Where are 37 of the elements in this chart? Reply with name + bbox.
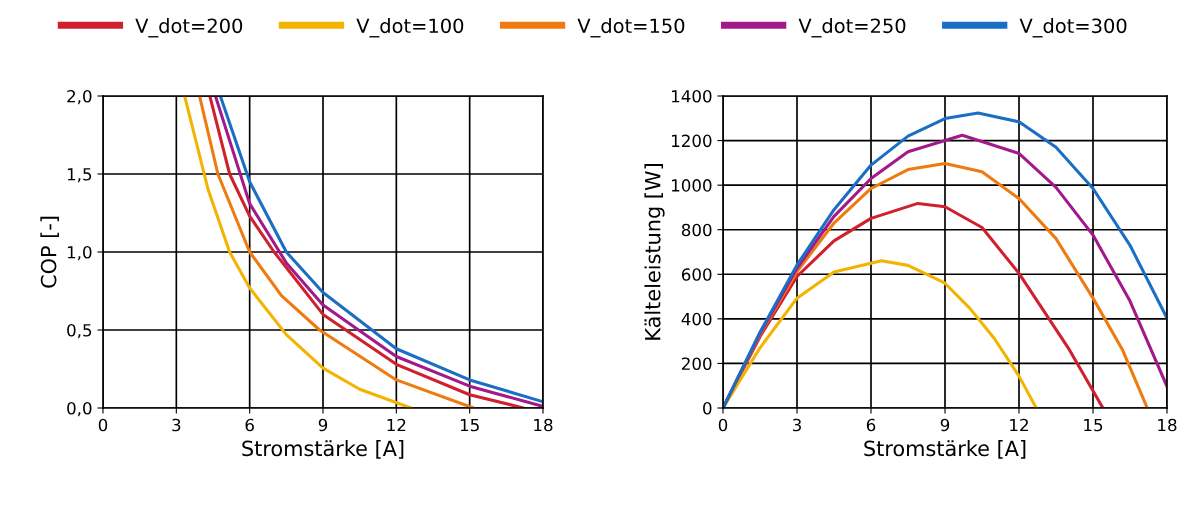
legend-label: V_dot=250 (798, 18, 906, 38)
x-tick-label: 0 (718, 418, 728, 432)
legend-label: V_dot=100 (356, 18, 464, 38)
x-axis-title: Stromstärke [A] (864, 440, 1026, 459)
y-tick-label: 0,0 (67, 401, 92, 417)
y-tick-label: 1400 (672, 89, 712, 103)
x-tick-label: 3 (792, 418, 801, 432)
x-tick-label: 3 (172, 418, 181, 432)
x-axis-title: Stromstärke [A] (242, 440, 404, 459)
y-tick-label: 600 (681, 268, 712, 281)
legend-label: V_dot=150 (577, 18, 685, 38)
y-tick-label: 400 (681, 312, 712, 326)
y-axis-title: Kälteleistung [W] (644, 164, 665, 340)
y-tick-label: 1,5 (67, 168, 92, 183)
legend-label: V_dot=300 (1019, 18, 1127, 38)
y-tick-label: 1200 (672, 134, 712, 148)
x-tick-label: 6 (866, 418, 876, 432)
x-tick-label: 15 (1084, 418, 1103, 432)
x-tick-label: 18 (1158, 418, 1177, 432)
x-tick-label: 18 (534, 418, 553, 432)
x-tick-label: 12 (387, 418, 406, 432)
x-tick-label: 15 (460, 418, 479, 432)
y-tick-label: 0,5 (67, 323, 92, 339)
y-axis-title: COP [-] (40, 216, 59, 288)
x-tick-label: 9 (940, 418, 950, 432)
y-tick-label: 200 (681, 357, 712, 370)
x-tick-label: 6 (245, 418, 254, 432)
y-tick-label: 1000 (672, 179, 712, 192)
x-tick-label: 0 (98, 418, 108, 432)
x-tick-label: 12 (1010, 418, 1028, 432)
x-tick-label: 9 (318, 418, 328, 432)
y-tick-label: 800 (681, 223, 712, 237)
y-tick-label: 2,0 (67, 89, 92, 105)
y-tick-label: 1,0 (67, 245, 92, 261)
y-tick-label: 0 (703, 401, 712, 415)
legend-label: V_dot=200 (135, 18, 243, 38)
line-series (723, 259, 1038, 408)
